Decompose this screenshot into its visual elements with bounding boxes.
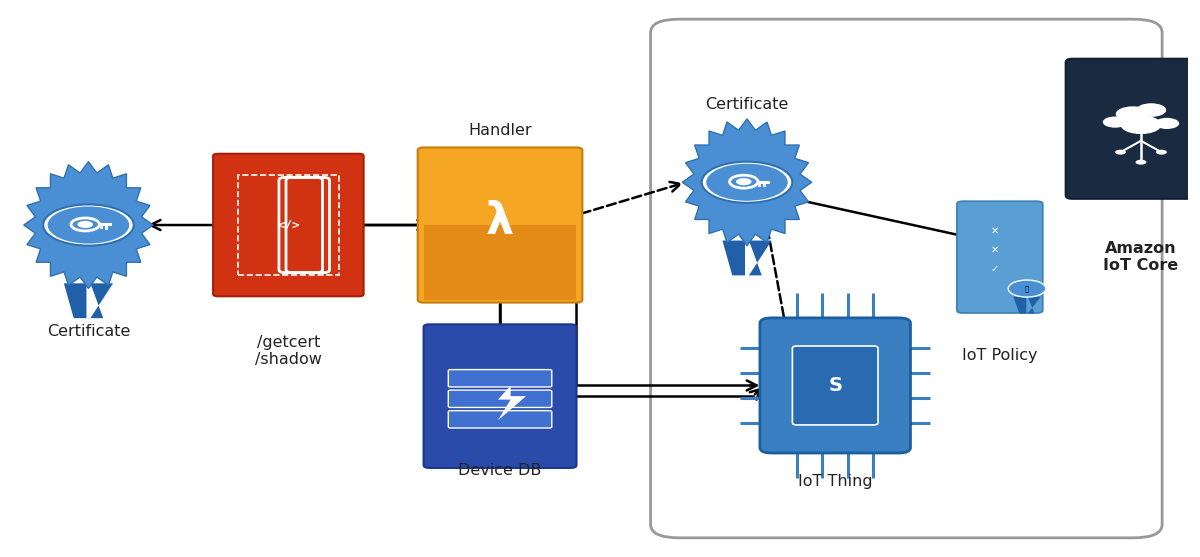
Text: /getcert
/shadow: /getcert /shadow [254, 335, 322, 367]
Circle shape [707, 164, 787, 201]
Circle shape [1136, 103, 1166, 117]
Polygon shape [1013, 297, 1026, 314]
Text: Certificate: Certificate [47, 324, 130, 339]
Polygon shape [1027, 297, 1040, 314]
Polygon shape [90, 284, 113, 318]
FancyBboxPatch shape [449, 370, 552, 387]
Circle shape [1116, 106, 1150, 122]
Text: λ: λ [486, 200, 514, 243]
Polygon shape [722, 241, 745, 275]
Circle shape [48, 207, 130, 243]
Text: Certificate: Certificate [706, 97, 788, 112]
Circle shape [1008, 280, 1045, 297]
FancyBboxPatch shape [792, 346, 878, 425]
Polygon shape [498, 386, 526, 421]
FancyBboxPatch shape [449, 390, 552, 408]
FancyBboxPatch shape [424, 324, 576, 468]
Polygon shape [749, 241, 772, 275]
Text: Amazon
IoT Core: Amazon IoT Core [1103, 241, 1178, 273]
Circle shape [1154, 118, 1180, 129]
Text: IoT Policy: IoT Policy [962, 348, 1038, 363]
FancyBboxPatch shape [449, 411, 552, 428]
FancyBboxPatch shape [956, 201, 1043, 313]
Text: </>: </> [277, 218, 300, 232]
Polygon shape [64, 284, 86, 318]
Text: ✕: ✕ [991, 226, 998, 236]
Circle shape [1121, 115, 1162, 134]
FancyBboxPatch shape [214, 154, 364, 296]
FancyBboxPatch shape [418, 148, 582, 302]
Circle shape [736, 178, 751, 185]
Circle shape [1156, 150, 1166, 155]
FancyBboxPatch shape [760, 318, 911, 453]
Polygon shape [24, 162, 154, 289]
Text: ✓: ✓ [991, 264, 998, 274]
FancyBboxPatch shape [1066, 58, 1200, 199]
Circle shape [702, 162, 792, 203]
Circle shape [1103, 116, 1127, 128]
FancyBboxPatch shape [424, 225, 576, 300]
Text: S: S [828, 376, 842, 395]
Text: 🔑: 🔑 [1025, 285, 1030, 292]
Polygon shape [683, 119, 811, 246]
Text: ✕: ✕ [991, 245, 998, 255]
Text: Device DB: Device DB [458, 463, 541, 478]
Circle shape [43, 204, 133, 246]
Text: IoT Thing: IoT Thing [798, 473, 872, 488]
Circle shape [1135, 160, 1146, 165]
Text: Handler: Handler [468, 124, 532, 139]
Circle shape [77, 221, 94, 228]
Circle shape [1115, 150, 1126, 155]
